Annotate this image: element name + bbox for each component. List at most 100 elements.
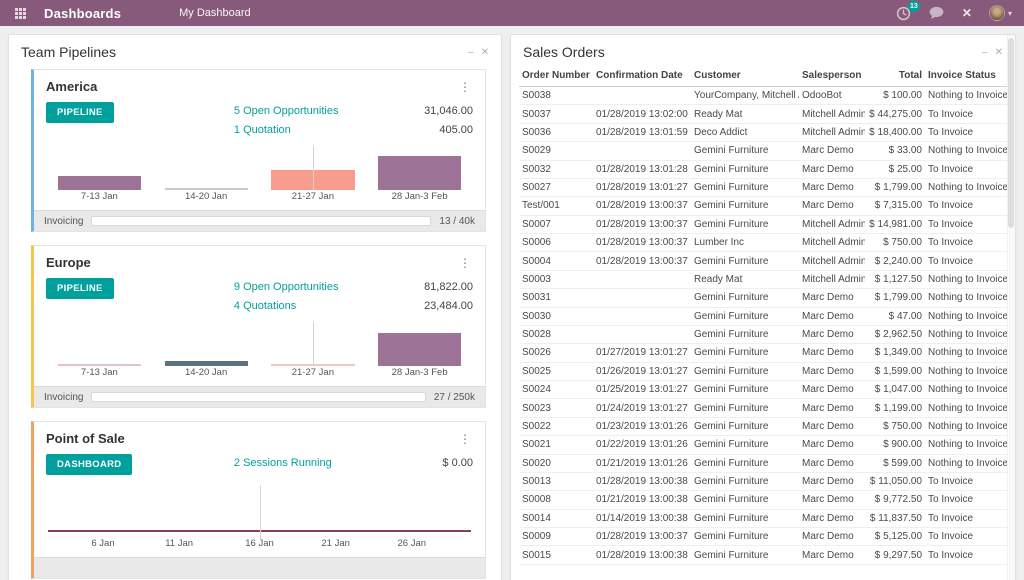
invoicing-progress-bar[interactable] [91, 392, 426, 402]
close-panel-icon[interactable]: ✕ [480, 46, 489, 58]
table-row[interactable]: S0030 Gemini Furniture Marc Demo $ 47.00 Not… [519, 307, 1009, 326]
stat-row: 9 Open Opportunities 81,822.00 [234, 278, 473, 297]
chart-marker-line [259, 485, 261, 539]
invoice-status-cell: Nothing to Invoice [925, 270, 1009, 290]
table-row[interactable]: S0023 01/24/2019 13:01:27 Gemini Furniture… [519, 398, 1009, 418]
user-menu[interactable]: ▾ [988, 5, 1012, 21]
customer-cell: Gemini Furniture [691, 251, 799, 271]
order-number-cell: S0006 [519, 233, 593, 253]
chart-bar[interactable] [57, 364, 141, 366]
chart-bar[interactable] [164, 188, 248, 190]
order-number-cell: S0013 [519, 472, 593, 492]
confirmation-date-cell: 01/28/2019 13:00:37 [593, 527, 691, 547]
table-row[interactable]: S0014 01/14/2019 13:00:38 Gemini Furniture… [519, 509, 1009, 529]
stat-link[interactable]: 4 Quotations [233, 300, 297, 312]
scrollbar-thumb[interactable] [1008, 38, 1014, 228]
total-cell: $ 25.00 [865, 160, 925, 179]
table-row[interactable]: S0024 01/25/2019 13:01:27 Gemini Furniture… [519, 380, 1009, 400]
table-row[interactable]: S0032 01/28/2019 13:01:28 Gemini Furniture… [519, 160, 1009, 179]
table-row[interactable]: S0026 01/27/2019 13:01:27 Gemini Furniture… [519, 343, 1009, 363]
table-row[interactable]: S0020 01/21/2019 13:01:26 Gemini Furniture… [519, 454, 1009, 473]
chart-bar[interactable] [57, 176, 141, 190]
axis-tick-label: 11 Jan [165, 538, 194, 549]
table-row[interactable]: Test/001 01/28/2019 13:00:37 Gemini Furnit… [519, 196, 1009, 216]
table-row[interactable]: S0028 Gemini Furniture Marc Demo $ 2,962.50… [519, 325, 1009, 345]
activities-button[interactable]: 13 [896, 0, 920, 21]
table-row[interactable]: S0008 01/21/2019 13:00:38 Gemini Furniture… [519, 490, 1009, 510]
menu-item-my-dashboard[interactable]: My Dashboard [179, 7, 251, 19]
chart-bar[interactable] [378, 156, 462, 190]
stat-link[interactable]: 9 Open Opportunities [233, 281, 339, 293]
column-header-confirmation-date[interactable]: Confirmation Date [593, 67, 691, 87]
dashboard-button[interactable]: DASHBOARD [46, 454, 133, 475]
confirmation-date-cell: 01/14/2019 13:00:38 [593, 509, 691, 529]
chart-bar[interactable] [164, 361, 248, 366]
chart-bar[interactable] [378, 333, 462, 366]
customer-cell: Gemini Furniture [691, 160, 799, 179]
invoice-status-cell: To Invoice [925, 472, 1009, 492]
salesperson-cell: Mitchell Admin [799, 251, 865, 271]
apps-menu-button[interactable] [0, 0, 40, 26]
stat-link[interactable]: 5 Open Opportunities [233, 105, 339, 117]
column-header-salesperson[interactable]: Salesperson [799, 67, 865, 87]
pipeline-button[interactable]: PIPELINE [46, 102, 114, 123]
messages-button[interactable] [928, 6, 945, 20]
order-number-cell: S0020 [519, 454, 593, 473]
invoice-status-cell: To Invoice [925, 123, 1009, 143]
salesperson-cell: Marc Demo [799, 141, 865, 161]
table-row[interactable]: S0036 01/28/2019 13:01:59 Deco Addict Mitch… [519, 123, 1009, 143]
order-number-cell: S0029 [519, 141, 593, 161]
invoice-status-cell: To Invoice [925, 233, 1009, 253]
table-row[interactable]: S0007 01/28/2019 13:00:37 Gemini Furniture… [519, 215, 1009, 235]
table-row[interactable]: S0031 Gemini Furniture Marc Demo $ 1,799.00… [519, 288, 1009, 308]
total-cell: $ 47.00 [865, 307, 925, 326]
table-row[interactable]: S0029 Gemini Furniture Marc Demo $ 33.00 Not… [519, 141, 1009, 161]
total-cell: $ 2,240.00 [865, 251, 925, 271]
customer-cell: Gemini Furniture [691, 343, 799, 363]
invoicing-progress-bar[interactable] [91, 216, 432, 226]
invoice-status-cell: To Invoice [925, 527, 1009, 547]
salesperson-cell: Marc Demo [799, 307, 865, 326]
column-header-total[interactable]: Total [865, 67, 925, 87]
card-stats: 2 Sessions Running $ 0.00 [234, 454, 473, 475]
app-title[interactable]: Dashboards [44, 5, 122, 21]
minimize-icon[interactable]: – [468, 46, 474, 58]
total-cell: $ 599.00 [865, 454, 925, 473]
total-cell: $ 1,349.00 [865, 343, 925, 363]
total-cell: $ 44,275.00 [865, 104, 925, 124]
close-icon[interactable]: ✕ [961, 6, 972, 20]
vertical-scrollbar[interactable] [1007, 35, 1015, 580]
kebab-menu-icon[interactable]: ⋮ [459, 79, 471, 94]
kebab-menu-icon[interactable]: ⋮ [459, 431, 471, 446]
minimize-icon[interactable]: – [982, 46, 988, 58]
table-row[interactable]: S0015 01/28/2019 13:00:38 Gemini Furniture… [519, 545, 1009, 565]
stat-link[interactable]: 2 Sessions Running [233, 457, 332, 469]
table-row[interactable]: S0037 01/28/2019 13:02:00 Ready Mat Mitchel… [519, 104, 1009, 124]
table-row[interactable]: S0006 01/28/2019 13:00:37 Lumber Inc Mitche… [519, 233, 1009, 253]
stat-value: 23,484.00 [424, 300, 473, 312]
salesperson-cell: Marc Demo [799, 160, 865, 179]
table-row[interactable]: S0025 01/26/2019 13:01:27 Gemini Furniture… [519, 362, 1009, 382]
table-row[interactable]: S0003 Ready Mat Mitchell Admin $ 1,127.50 No… [519, 270, 1009, 290]
salesperson-cell: Mitchell Admin [799, 233, 865, 253]
customer-cell: Gemini Furniture [691, 398, 799, 418]
footer-target-value: 13 / 40k [439, 215, 475, 227]
confirmation-date-cell: 01/28/2019 13:00:38 [593, 472, 691, 492]
stat-link[interactable]: 1 Quotation [233, 124, 291, 136]
customer-cell: Gemini Furniture [691, 454, 799, 473]
table-row[interactable]: S0022 01/23/2019 13:01:26 Gemini Furniture… [519, 417, 1009, 437]
confirmation-date-cell: 01/21/2019 13:00:38 [593, 490, 691, 510]
table-row[interactable]: S0021 01/22/2019 13:01:26 Gemini Furniture… [519, 435, 1009, 455]
table-row[interactable]: S0009 01/28/2019 13:00:37 Gemini Furniture… [519, 527, 1009, 547]
table-row[interactable]: S0027 01/28/2019 13:01:27 Gemini Furniture… [519, 178, 1009, 198]
column-header-order-number[interactable]: Order Number [519, 67, 593, 87]
close-panel-icon[interactable]: ✕ [994, 46, 1003, 58]
column-header-invoice-status[interactable]: Invoice Status [925, 67, 1009, 87]
table-row[interactable]: S0004 01/28/2019 13:00:37 Gemini Furniture… [519, 251, 1009, 271]
pipeline-button[interactable]: PIPELINE [46, 278, 114, 299]
bar-column: 28 Jan-3 Feb [366, 322, 473, 378]
table-row[interactable]: S0013 01/28/2019 13:00:38 Gemini Furniture… [519, 472, 1009, 492]
column-header-customer[interactable]: Customer [691, 67, 799, 87]
table-row[interactable]: S0038 YourCompany, Mitchell AdminOdooBot$… [519, 86, 1009, 106]
kebab-menu-icon[interactable]: ⋮ [459, 255, 471, 270]
